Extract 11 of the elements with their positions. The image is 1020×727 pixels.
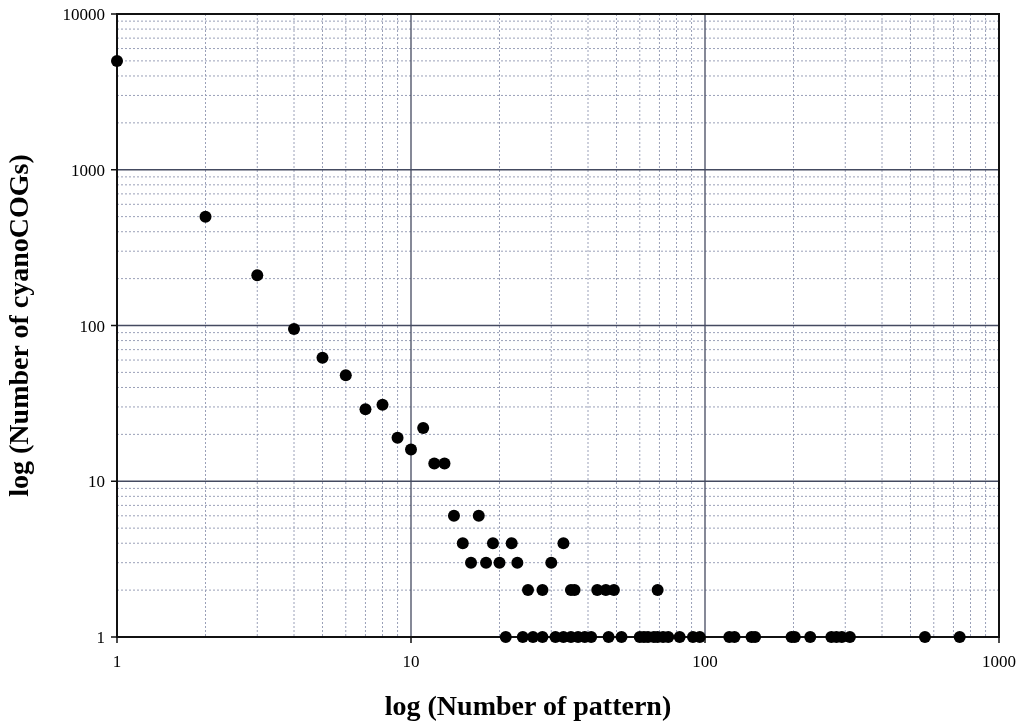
y-tick-label: 1: [96, 628, 105, 647]
y-tick-label: 10000: [62, 5, 105, 24]
x-tick-label: 10: [402, 652, 420, 671]
x-tick-label: 1: [112, 652, 122, 671]
x-tick-label: 100: [692, 652, 718, 671]
y-axis-title: log (Number of cyanoCOGs): [3, 154, 34, 497]
x-axis-title: log (Number of pattern): [384, 690, 672, 721]
x-tick-label: 1000: [982, 652, 1016, 671]
y-tick-label: 1000: [71, 160, 105, 180]
y-tick-label: 100: [79, 316, 105, 336]
y-tick-label: 10: [88, 472, 105, 492]
